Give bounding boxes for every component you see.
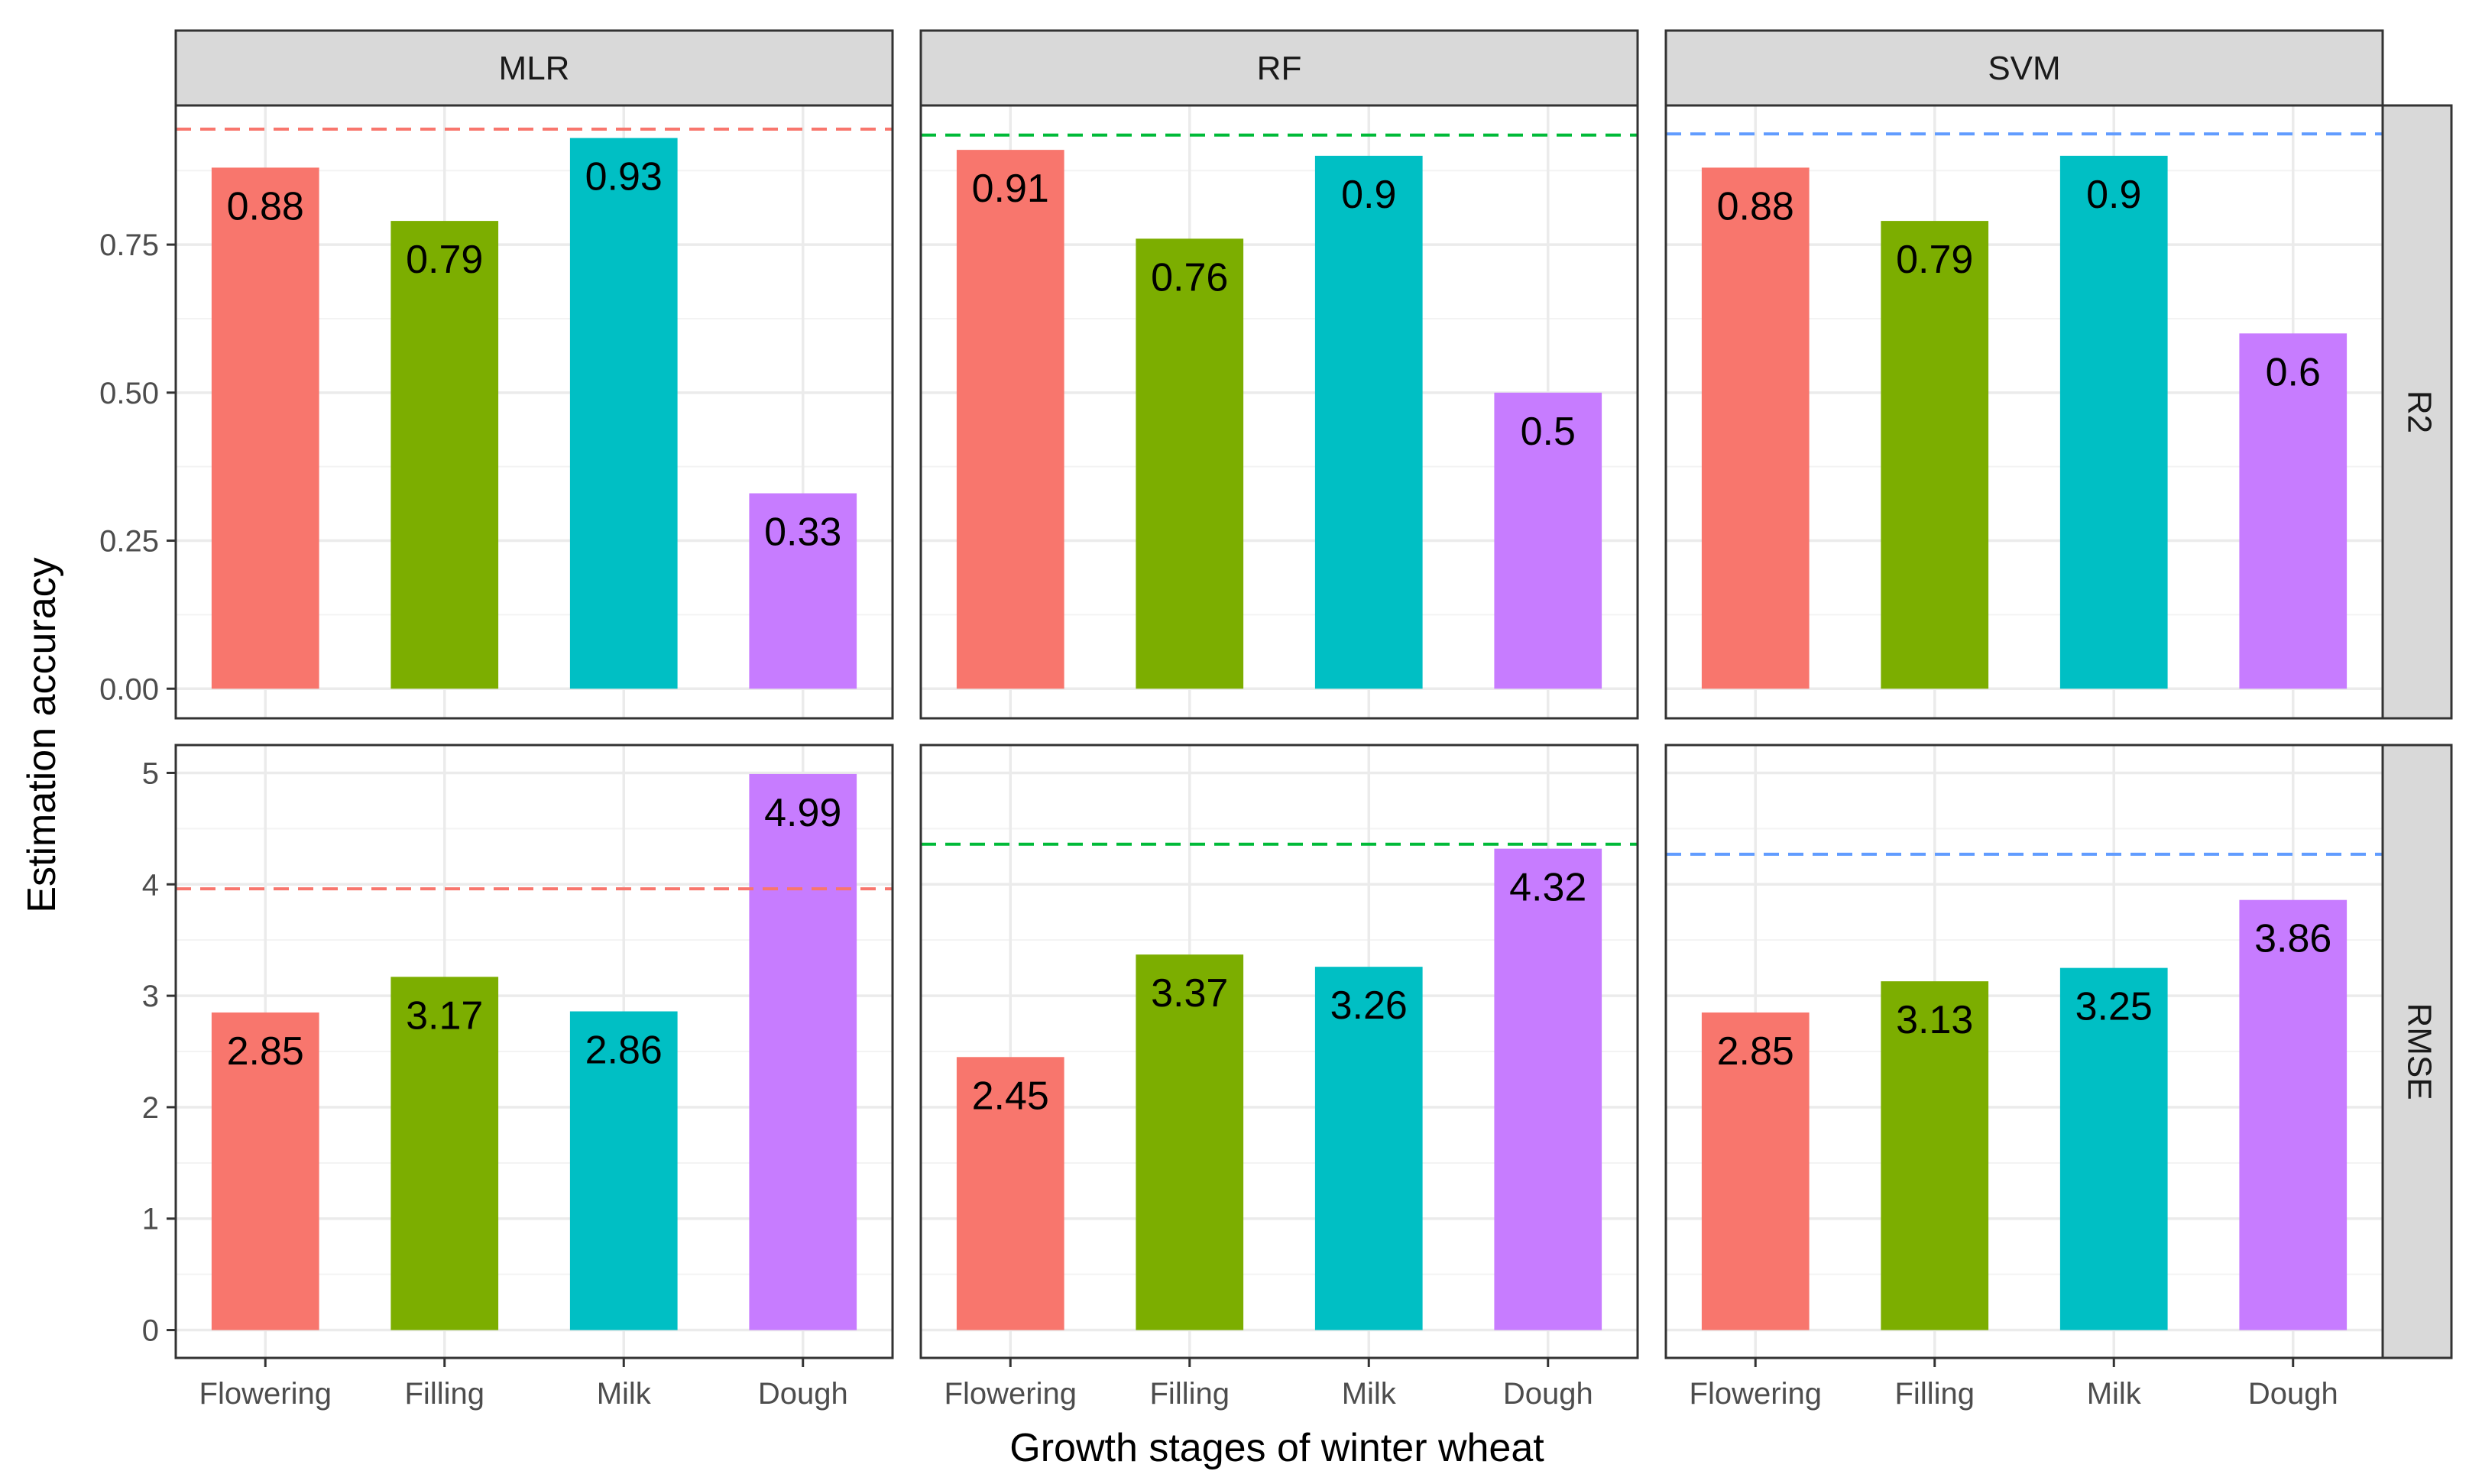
bar-flowering — [1701, 1012, 1810, 1330]
bar-milk — [569, 1011, 678, 1330]
bar-dough — [2239, 333, 2348, 689]
facet-strip-label: R2 — [2400, 390, 2438, 433]
bar-value-label: 0.91 — [972, 167, 1049, 211]
bar-filling — [390, 977, 499, 1330]
y-tick-label: 4 — [142, 868, 159, 902]
bar-value-label: 2.86 — [585, 1029, 663, 1073]
bar-value-label: 0.79 — [1896, 238, 1973, 282]
bar-value-label: 4.99 — [764, 791, 841, 835]
panel-rf-r2: 0.91 0.76 0.9 0.5 — [919, 104, 1639, 720]
bar-flowering — [956, 150, 1064, 689]
bar-filling — [1136, 954, 1244, 1330]
y-tick-label: 0.25 — [99, 525, 159, 559]
facet-strip-label: RMSE — [2400, 1003, 2438, 1100]
bar-value-label: 2.85 — [227, 1029, 304, 1074]
y-tick-label: 3 — [142, 980, 159, 1013]
bar-dough — [2239, 899, 2348, 1330]
x-tick-label: Dough — [758, 1377, 848, 1411]
bar-value-label: 3.17 — [406, 993, 483, 1038]
bar-dough — [749, 493, 857, 689]
panel-rf-rmse: 2.45 3.37 3.26 4.32 — [919, 744, 1639, 1359]
facet-strip-svm: SVM — [1664, 29, 2384, 107]
bar-filling — [390, 221, 499, 689]
facet-strip-rf: RF — [919, 29, 1639, 107]
x-tick-label: Dough — [1503, 1377, 1593, 1411]
facet-strip-label: MLR — [499, 50, 570, 87]
y-tick-label: 0 — [142, 1314, 159, 1348]
bar-value-label: 0.88 — [1717, 184, 1794, 228]
bar-value-label: 2.45 — [972, 1074, 1049, 1118]
x-tick-label: Flowering — [945, 1377, 1077, 1411]
panel-mlr-r2: 0.88 0.79 0.93 0.33 — [174, 104, 894, 720]
bar-flowering — [1701, 167, 1810, 689]
bar-milk — [1314, 967, 1423, 1330]
bar-dough — [749, 773, 857, 1330]
facet-strip-mlr: MLR — [174, 29, 894, 107]
bar-value-label: 0.9 — [1341, 173, 1396, 217]
x-tick-label: Milk — [597, 1377, 652, 1411]
panel-mlr-rmse: 2.85 3.17 2.86 4.99 — [174, 744, 894, 1359]
bar-filling — [1136, 238, 1244, 689]
bar-value-label: 0.93 — [585, 155, 663, 199]
bar-filling — [1881, 981, 1989, 1330]
facet-strip-rmse: RMSE — [2381, 744, 2453, 1359]
x-tick-label: Flowering — [1690, 1377, 1822, 1411]
y-tick-label: 0.75 — [99, 228, 159, 262]
bar-filling — [1881, 221, 1989, 689]
bar-flowering — [211, 167, 319, 689]
panel-svm-rmse: 2.85 3.13 3.25 3.86 — [1664, 744, 2384, 1359]
bar-value-label: 3.13 — [1896, 998, 1973, 1042]
bar-milk — [569, 138, 678, 689]
bar-value-label: 3.37 — [1151, 971, 1228, 1016]
x-tick-label: Flowering — [199, 1377, 332, 1411]
x-tick-label: Filling — [405, 1377, 484, 1411]
bar-value-label: 3.86 — [2254, 917, 2331, 961]
x-tick-label: Milk — [2087, 1377, 2142, 1411]
y-tick-label: 0.00 — [99, 672, 159, 706]
bar-value-label: 3.25 — [2075, 985, 2153, 1029]
bar-value-label: 0.5 — [1521, 410, 1576, 454]
bar-flowering — [956, 1057, 1064, 1330]
bar-value-label: 0.88 — [227, 184, 304, 228]
bar-milk — [2059, 967, 2168, 1330]
bar-dough — [1494, 848, 1602, 1330]
y-tick-label: 1 — [142, 1203, 159, 1236]
y-tick-label: 5 — [142, 757, 159, 790]
facet-strip-label: SVM — [1988, 50, 2060, 87]
bar-dough — [1494, 392, 1602, 689]
bar-value-label: 0.79 — [406, 238, 483, 282]
bar-milk — [1314, 155, 1423, 689]
bar-value-label: 4.32 — [1509, 866, 1586, 910]
facet-strip-label: RF — [1257, 50, 1302, 87]
x-tick-label: Milk — [1342, 1377, 1397, 1411]
x-tick-label: Dough — [2248, 1377, 2338, 1411]
panel-svm-r2: 0.88 0.79 0.9 0.6 — [1664, 104, 2384, 720]
y-tick-label: 0.50 — [99, 377, 159, 410]
y-tick-label: 2 — [142, 1091, 159, 1125]
bar-milk — [2059, 155, 2168, 689]
bar-value-label: 0.9 — [2086, 173, 2141, 217]
x-tick-label: Filling — [1895, 1377, 1975, 1411]
x-tick-label: Filling — [1150, 1377, 1230, 1411]
bar-flowering — [211, 1012, 319, 1330]
bar-value-label: 0.33 — [764, 510, 841, 555]
bar-value-label: 0.76 — [1151, 255, 1228, 300]
x-axis-title: Growth stages of winter wheat — [1009, 1426, 1544, 1470]
bar-value-label: 0.6 — [2266, 350, 2321, 394]
bar-value-label: 3.26 — [1330, 983, 1408, 1028]
y-axis-title: Estimation accuracy — [20, 557, 64, 912]
bar-value-label: 2.85 — [1717, 1029, 1794, 1074]
facet-strip-r2: R2 — [2381, 104, 2453, 720]
